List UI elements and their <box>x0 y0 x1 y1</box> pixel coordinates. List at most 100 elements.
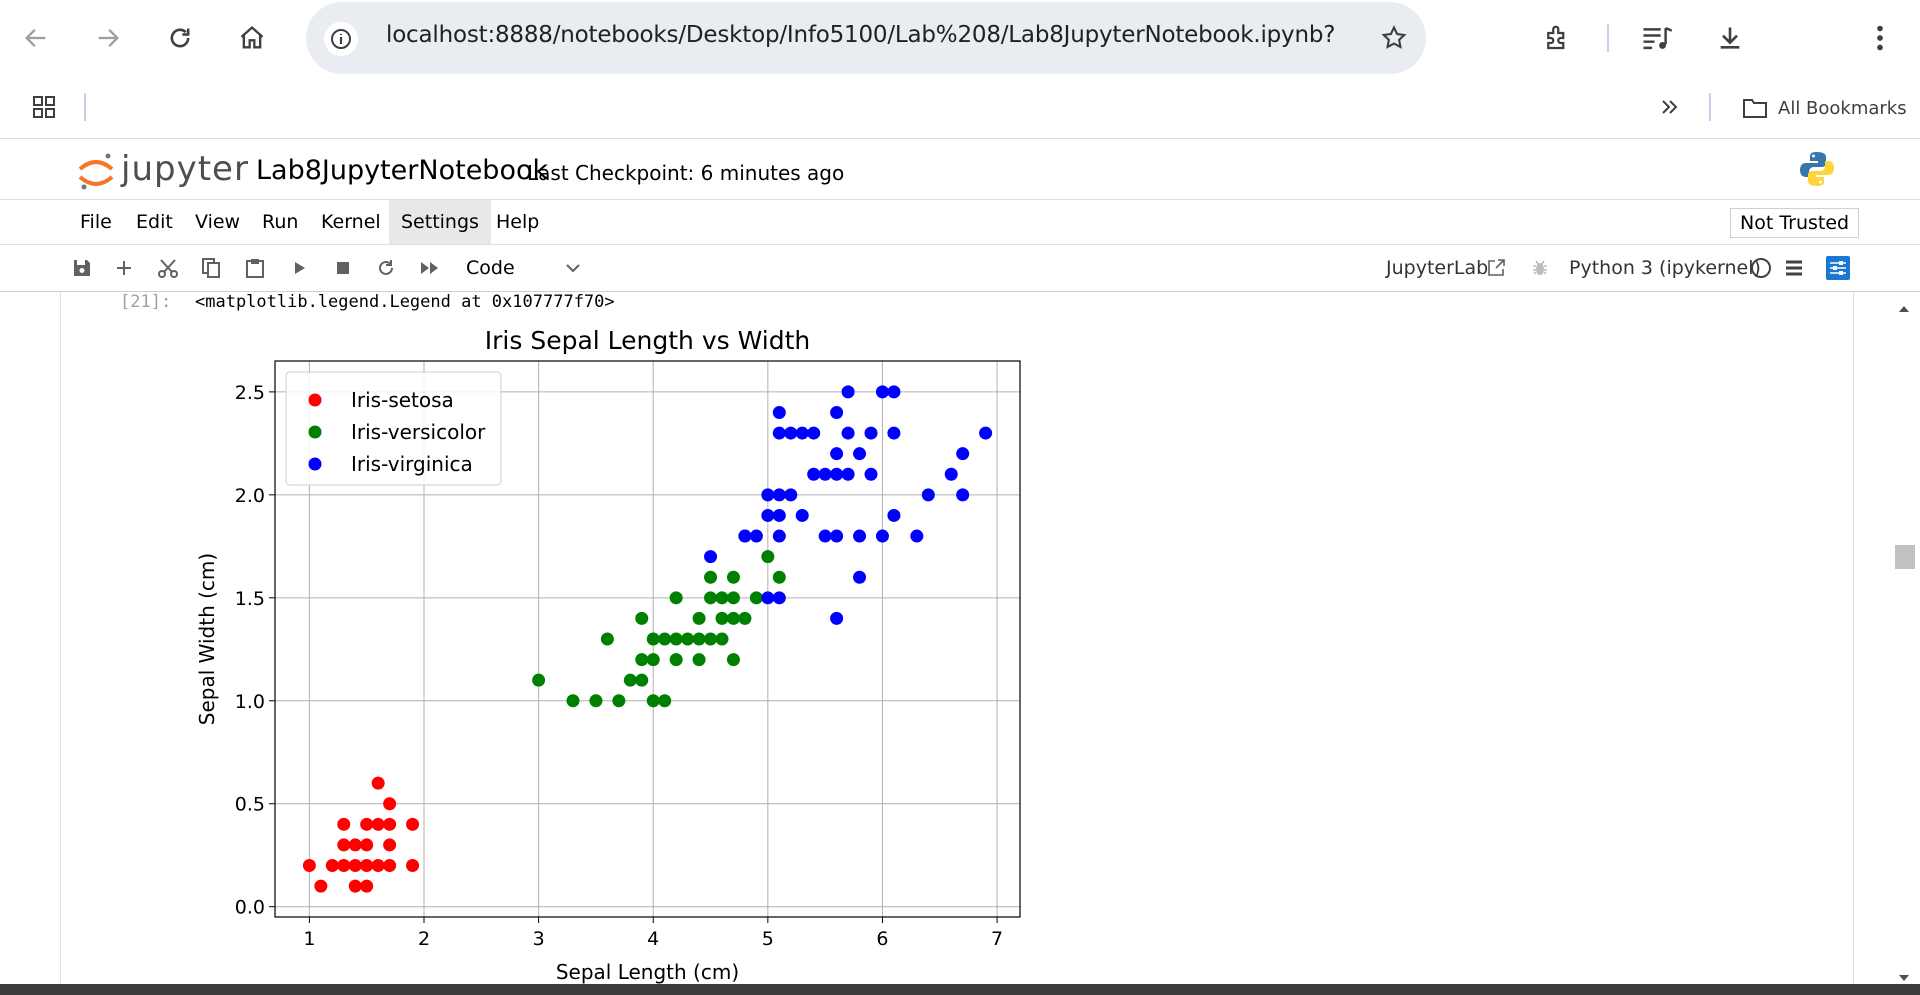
data-point-iris-setosa <box>360 859 374 873</box>
data-point-iris-versicolor <box>669 591 683 605</box>
data-point-iris-setosa <box>337 859 351 873</box>
menu-settings[interactable]: Settings <box>389 200 491 244</box>
x-tick-label: 5 <box>762 928 774 950</box>
debugger-icon[interactable] <box>1525 253 1555 283</box>
kernel-name[interactable]: Python 3 (ipykernel) <box>1569 257 1761 279</box>
data-point-iris-virginica <box>830 611 844 625</box>
y-tick-label: 0.5 <box>235 794 265 816</box>
property-inspector-icon[interactable] <box>1823 253 1853 283</box>
url-text[interactable]: localhost:8888/notebooks/Desktop/Info510… <box>386 22 1336 48</box>
jupyterlab-link[interactable]: JupyterLab <box>1386 257 1489 279</box>
back-icon[interactable] <box>16 18 56 58</box>
menu-kernel[interactable]: Kernel <box>321 211 381 233</box>
data-point-iris-versicolor <box>704 632 718 646</box>
data-point-iris-versicolor <box>658 694 672 708</box>
y-tick-label: 1.5 <box>235 588 265 610</box>
data-point-iris-versicolor <box>532 673 546 687</box>
browser-toolbar: localhost:8888/notebooks/Desktop/Info510… <box>0 0 1920 78</box>
x-tick-label: 2 <box>418 928 430 950</box>
trust-status-button[interactable]: Not Trusted <box>1730 208 1860 238</box>
media-icon[interactable] <box>1637 18 1677 58</box>
cell-type-select[interactable]: Code <box>466 257 515 279</box>
data-point-iris-virginica <box>818 467 832 481</box>
legend-box <box>285 371 502 486</box>
data-point-iris-versicolor <box>704 570 718 584</box>
x-tick-label: 6 <box>876 928 888 950</box>
data-point-iris-versicolor <box>612 694 626 708</box>
legend-label: Iris-virginica <box>351 452 473 476</box>
extensions-icon[interactable] <box>1537 18 1577 58</box>
data-point-iris-versicolor <box>635 673 649 687</box>
home-icon[interactable] <box>232 18 272 58</box>
scroll-down-icon[interactable] <box>1898 969 1910 987</box>
data-point-iris-versicolor <box>692 632 706 646</box>
bookmarks-bar: All Bookmarks <box>0 78 1920 139</box>
data-point-iris-virginica <box>830 447 844 461</box>
jupyter-logo-icon[interactable] <box>76 151 116 196</box>
restart-icon[interactable] <box>371 253 401 283</box>
menu-file[interactable]: File <box>80 211 112 233</box>
data-point-iris-versicolor <box>692 611 706 625</box>
forward-icon[interactable] <box>88 18 128 58</box>
data-point-iris-virginica <box>761 508 775 522</box>
data-point-iris-versicolor <box>669 632 683 646</box>
y-tick-label: 2.5 <box>235 382 265 404</box>
data-point-iris-setosa <box>371 817 385 831</box>
data-point-iris-virginica <box>795 426 809 440</box>
data-point-iris-versicolor <box>715 591 729 605</box>
chevron-down-icon[interactable] <box>558 253 588 283</box>
bookmarks-divider-2 <box>1709 93 1711 121</box>
data-point-iris-versicolor <box>658 632 672 646</box>
add-cell-icon[interactable] <box>109 253 139 283</box>
data-point-iris-virginica <box>807 467 821 481</box>
data-point-iris-setosa <box>360 879 374 893</box>
download-icon[interactable] <box>1710 18 1750 58</box>
data-point-iris-virginica <box>853 570 867 584</box>
data-point-iris-setosa <box>383 838 397 852</box>
external-link-icon[interactable] <box>1481 253 1511 283</box>
menu-edit[interactable]: Edit <box>136 211 173 233</box>
chevrons-icon[interactable] <box>1659 95 1681 124</box>
data-point-iris-versicolor <box>726 591 740 605</box>
apps-icon[interactable] <box>32 95 56 124</box>
more-icon[interactable] <box>1860 18 1900 58</box>
address-bar[interactable]: localhost:8888/notebooks/Desktop/Info510… <box>306 2 1426 74</box>
notebook-title[interactable]: Lab8JupyterNotebook <box>256 155 549 186</box>
data-point-iris-virginica <box>761 591 775 605</box>
data-point-iris-virginica <box>772 426 786 440</box>
data-point-iris-virginica <box>944 467 958 481</box>
scroll-up-icon[interactable] <box>1898 300 1910 318</box>
data-point-iris-virginica <box>818 529 832 543</box>
paste-icon[interactable] <box>240 253 270 283</box>
data-point-iris-setosa <box>302 859 316 873</box>
save-icon[interactable] <box>67 253 97 283</box>
all-bookmarks-button[interactable]: All Bookmarks <box>1742 94 1907 122</box>
stop-icon[interactable] <box>328 253 358 283</box>
star-icon[interactable] <box>1380 24 1408 57</box>
data-point-iris-setosa <box>371 776 385 790</box>
copy-icon[interactable] <box>196 253 226 283</box>
menu-run[interactable]: Run <box>262 211 299 233</box>
x-tick-label: 1 <box>303 928 315 950</box>
data-point-iris-versicolor <box>646 632 660 646</box>
cut-icon[interactable] <box>153 253 183 283</box>
data-point-iris-virginica <box>830 467 844 481</box>
y-tick-label: 1.0 <box>235 691 265 713</box>
menu-help[interactable]: Help <box>496 211 540 233</box>
legend-marker-iris-versicolor <box>308 425 322 439</box>
notebook-toolbar: Code JupyterLab Python 3 (ipykernel) <box>0 245 1920 292</box>
legend-marker-iris-virginica <box>308 457 322 471</box>
vertical-scrollbar[interactable] <box>1888 292 1920 984</box>
menu-list-icon[interactable] <box>1779 253 1809 283</box>
data-point-iris-setosa <box>360 817 374 831</box>
y-tick-label: 2.0 <box>235 485 265 507</box>
scroll-thumb[interactable] <box>1895 545 1915 569</box>
info-icon[interactable] <box>324 22 358 56</box>
run-icon[interactable] <box>284 253 314 283</box>
jupyter-logo-text[interactable]: jupyter <box>121 149 249 189</box>
menu-view[interactable]: View <box>195 211 241 233</box>
data-point-iris-virginica <box>795 508 809 522</box>
reload-icon[interactable] <box>160 18 200 58</box>
fast-forward-icon[interactable] <box>415 253 445 283</box>
data-point-iris-setosa <box>348 838 362 852</box>
